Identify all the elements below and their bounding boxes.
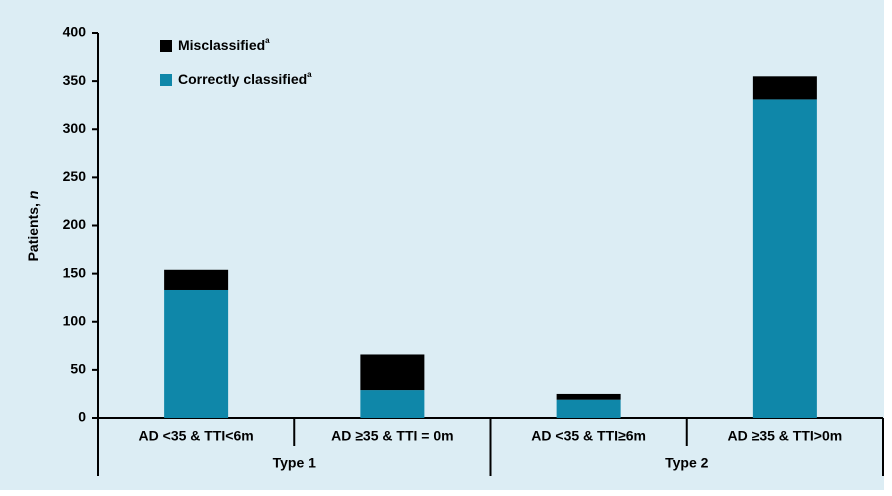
bar-segment <box>164 289 229 418</box>
legend-name: Misclassified <box>178 37 265 53</box>
legend-swatch <box>160 74 172 86</box>
group-label: Type 2 <box>665 455 709 471</box>
y-tick-label: 200 <box>63 216 87 232</box>
legend-superscript: a <box>307 70 312 79</box>
y-tick-label: 350 <box>63 72 87 88</box>
bar-segment <box>752 99 817 418</box>
group-label: Type 1 <box>273 455 317 471</box>
x-tick-label: AD ≥35 & TTI = 0m <box>331 428 453 444</box>
y-axis-label: Patients, n <box>25 191 41 262</box>
y-tick-label: 250 <box>63 168 87 184</box>
legend-name: Correctly classified <box>178 71 307 87</box>
y-tick-label: 150 <box>63 264 87 280</box>
legend-label: Correctly classifieda <box>178 70 312 87</box>
background <box>0 0 884 490</box>
x-tick-label: AD <35 & TTI<6m <box>139 428 254 444</box>
bar-segment <box>164 269 229 290</box>
bar-segment <box>752 76 817 100</box>
legend-label: Misclassifieda <box>178 36 270 53</box>
bar-segment <box>556 393 621 400</box>
bar-segment <box>360 390 425 418</box>
y-tick-label: 50 <box>70 361 86 377</box>
y-tick-label: 100 <box>63 312 87 328</box>
y-tick-label: 0 <box>78 409 86 425</box>
bar-segment <box>556 399 621 418</box>
y-tick-label: 400 <box>63 24 87 40</box>
bar-segment <box>360 354 425 391</box>
x-tick-label: AD ≥35 & TTI>0m <box>728 428 843 444</box>
y-axis-label-text: Patients, <box>25 203 41 261</box>
legend-superscript: a <box>265 36 270 45</box>
y-axis-label-italic: n <box>25 191 41 200</box>
y-tick-label: 300 <box>63 120 87 136</box>
x-tick-label: AD <35 & TTI≥6m <box>531 428 646 444</box>
legend-swatch <box>160 40 172 52</box>
